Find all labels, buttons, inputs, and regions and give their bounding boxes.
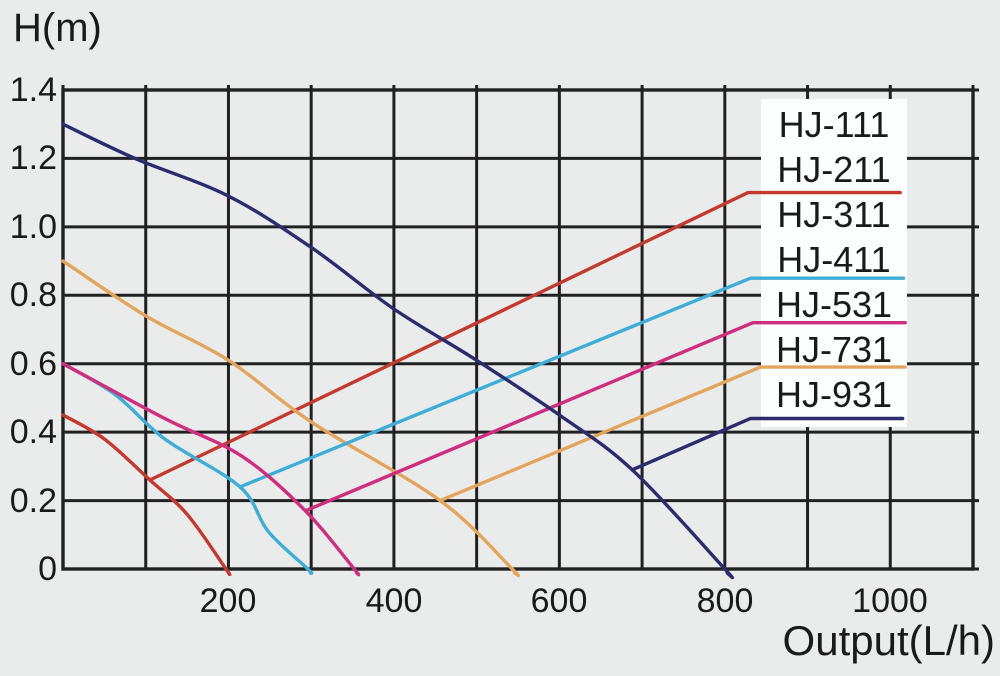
series-cyan-rise-line bbox=[238, 276, 906, 489]
legend-item-hj-311: HJ-311 bbox=[777, 194, 891, 235]
series-orange-pump-curve bbox=[61, 259, 521, 578]
x-tick-label-400: 400 bbox=[365, 582, 423, 620]
y-tick-label-0-6: 0.6 bbox=[9, 345, 57, 383]
legend-item-hj-111: HJ-111 bbox=[778, 104, 890, 145]
series-orange-rise-line bbox=[438, 365, 907, 503]
y-tick-label-0-8: 0.8 bbox=[9, 276, 57, 314]
y-tick-label-1-2: 1.2 bbox=[9, 139, 57, 177]
y-tick-label-0-2: 0.2 bbox=[9, 482, 57, 520]
series-red-rise-line bbox=[148, 190, 902, 482]
y-axis-title: H(m) bbox=[13, 6, 102, 50]
series-cyan-pump-curve bbox=[61, 362, 314, 576]
x-axis-title: Output(L/h) bbox=[782, 617, 995, 664]
y-tick-label-1-0: 1.0 bbox=[9, 208, 57, 246]
legend-box bbox=[761, 99, 907, 427]
x-tick-label-600: 600 bbox=[530, 582, 588, 620]
y-tick-label-0-4: 0.4 bbox=[9, 413, 57, 451]
legend-item-hj-411: HJ-411 bbox=[777, 239, 891, 280]
series-magenta-pump-curve bbox=[61, 362, 361, 577]
y-tick-label-1-4: 1.4 bbox=[9, 71, 57, 109]
legend-item-hj-531: HJ-531 bbox=[775, 284, 893, 325]
legend-item-hj-731: HJ-731 bbox=[775, 329, 893, 370]
plot-border bbox=[61, 88, 975, 571]
x-tick-label-800: 800 bbox=[696, 582, 754, 620]
series-magenta-rise-line bbox=[303, 321, 907, 513]
x-tick-label-1000: 1000 bbox=[852, 582, 928, 620]
legend-item-hj-211: HJ-211 bbox=[777, 149, 891, 190]
legend-item-hj-931: HJ-931 bbox=[775, 374, 893, 415]
y-tick-label-0: 0 bbox=[38, 550, 57, 588]
series-navy-pump-curve bbox=[61, 122, 735, 580]
x-tick-label-200: 200 bbox=[199, 582, 257, 620]
series-red-pump-curve bbox=[61, 413, 232, 577]
series-navy-rise-line bbox=[630, 416, 905, 472]
